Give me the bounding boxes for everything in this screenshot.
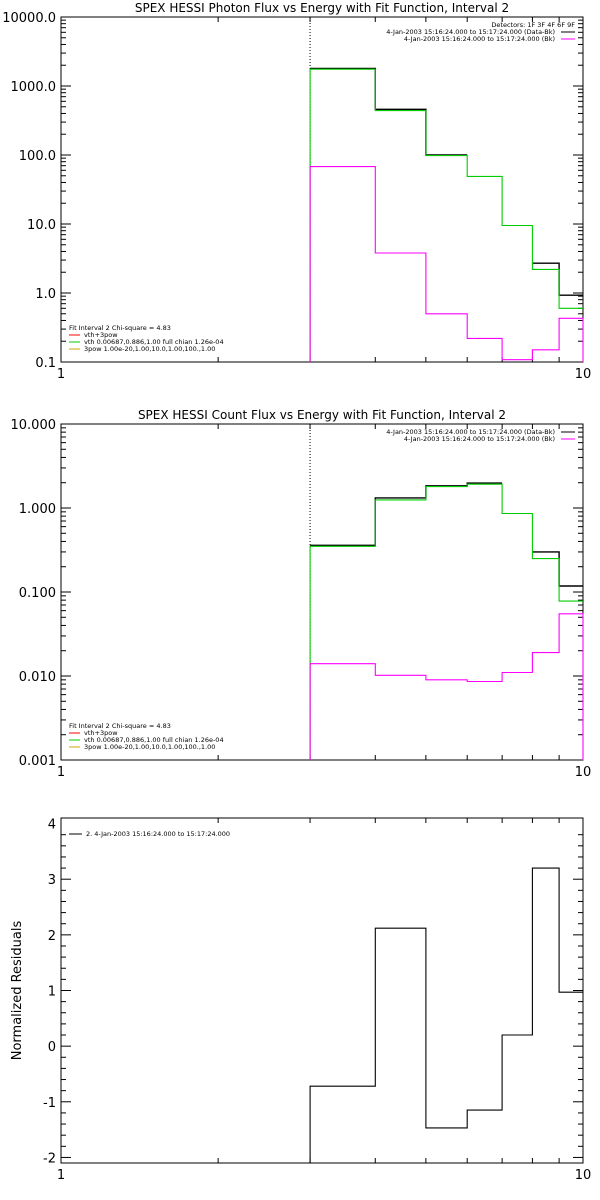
panel-2-fit-legend-text: vth+3pow (84, 729, 118, 737)
panel-3-series-residuals (309, 867, 583, 1163)
panel-3-ylabel: Normalized Residuals (10, 921, 25, 1061)
panel-2-series-background (309, 613, 584, 760)
panel-3-ytick-label: -2 (43, 1151, 56, 1166)
panel-3-ytick-label: 4 (48, 818, 56, 833)
panel-1-frame (60, 16, 584, 363)
panel-2-ytick-label: 0.010 (19, 670, 56, 685)
panel-2-series-fit (309, 483, 583, 760)
panel-2-info-legend-text: 4-Jan-2003 15:16:24.000 to 15:17:24.000 … (404, 435, 555, 443)
panel-1-series-background (309, 166, 584, 362)
panel-1-fit-legend-text: vth+3pow (84, 331, 118, 339)
panel-1-fit-legend-text: vth 0.00687,0.886,1.00 full chian 1.26e-… (84, 338, 224, 346)
panel-1-series-data (310, 67, 583, 296)
panel-3-ytick-label: 3 (48, 873, 56, 888)
panel-1-xtick-label: 10 (575, 367, 592, 382)
panel-3-frame (60, 817, 584, 1164)
panel-2-title: SPEX HESSI Count Flux vs Energy with Fit… (138, 408, 506, 422)
panel-1-fit-legend-header: Fit Interval 2 Chi-square = 4.83 (69, 324, 171, 332)
panel-3-ytick-label: 1 (48, 985, 56, 1000)
panel-2-fit-legend-header: Fit Interval 2 Chi-square = 4.83 (69, 722, 171, 730)
panel-2-xtick-label: 10 (575, 765, 592, 780)
panel-1-ytick-label: 0.1 (35, 356, 56, 371)
panel-1-ytick-label: 1000.0 (11, 80, 57, 95)
panel-1-series-fit (309, 68, 583, 362)
panel-3-xtick-label: 10 (575, 1168, 592, 1183)
panel-3-ytick-label: 0 (48, 1040, 56, 1055)
panel-2-ytick-label: 0.001 (19, 754, 56, 769)
panel-2-fit-legend-text: vth 0.00687,0.886,1.00 full chian 1.26e-… (84, 736, 224, 744)
panel-1-ytick-label: 100.0 (19, 149, 56, 164)
panel-2-ytick-label: 10.000 (11, 418, 57, 433)
panel-3-ytick-label: -1 (43, 1096, 56, 1111)
panel-2-ytick-label: 0.100 (19, 586, 56, 601)
panel-3-residual-legend-text: 2. 4-Jan-2003 15:16:24.000 to 15:17:24.0… (86, 830, 230, 838)
panel-2-ytick-label: 1.000 (19, 502, 56, 517)
panel-1-info-legend-text: 4-Jan-2003 15:16:24.000 to 15:17:24.000 … (404, 35, 555, 43)
panel-2-xtick-label: 1 (57, 765, 65, 780)
panel-2-fit-legend-text: 3pow 1.00e-20,1.00,10.0,1.00,100.,1.00 (84, 743, 215, 751)
panel-1-ytick-label: 10.0 (27, 218, 56, 233)
panel-1-ytick-label: 10000.0 (2, 11, 56, 26)
panel-2-frame (60, 423, 584, 761)
panel-1-info-legend-text: 4-Jan-2003 15:16:24.000 to 15:17:24.000 … (386, 28, 555, 36)
panel-1-info-legend-text: Detectors: 1F 3F 4F 6F 9F (491, 21, 575, 29)
panel-1-ytick-label: 1.0 (35, 287, 56, 302)
panel-3-ytick-label: 2 (48, 929, 56, 944)
panel-2-info-legend-text: 4-Jan-2003 15:16:24.000 to 15:17:24.000 … (386, 428, 555, 436)
panel-3-xtick-label: 1 (57, 1168, 65, 1183)
panel-1-title: SPEX HESSI Photon Flux vs Energy with Fi… (135, 1, 509, 15)
panel-1-xtick-label: 1 (57, 367, 65, 382)
panel-1-fit-legend-text: 3pow 1.00e-20,1.00,10.0,1.00,100.,1.00 (84, 345, 215, 353)
panel-2-series-data (310, 482, 583, 587)
